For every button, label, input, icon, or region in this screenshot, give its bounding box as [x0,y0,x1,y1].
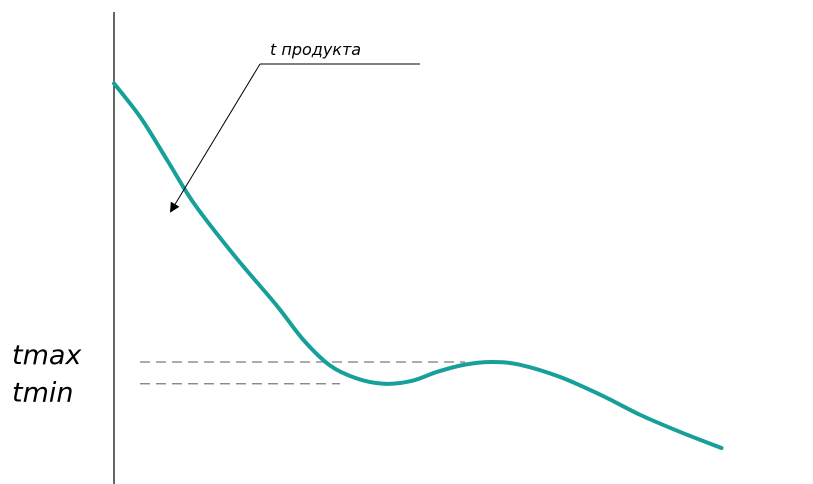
series-label-text: t продукта [270,40,361,59]
tmin-label: tmin [12,378,74,409]
series-label-arrow [169,63,261,213]
product-temperature-curve [112,81,724,450]
tmax-label: tmax [12,340,82,371]
